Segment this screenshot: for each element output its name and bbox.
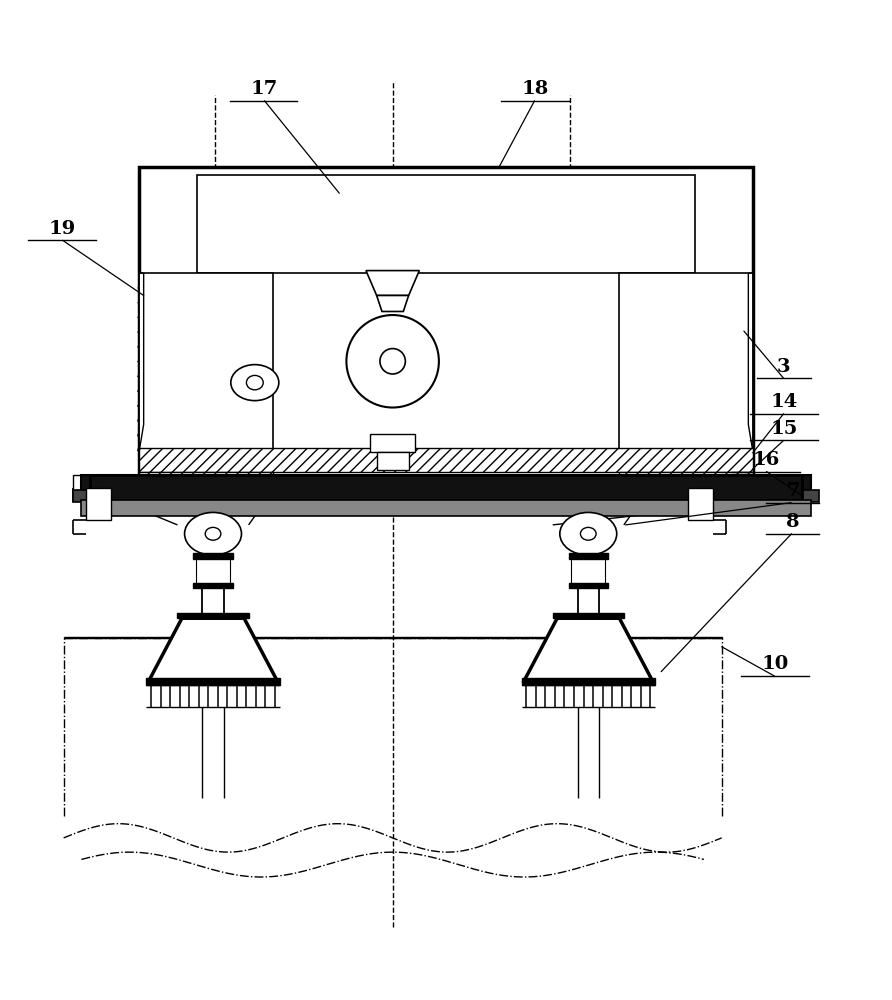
Bar [637, 488, 668, 500]
Text: 15: 15 [770, 420, 797, 438]
Ellipse shape [380, 349, 405, 374]
Bar [379, 500, 406, 512]
Ellipse shape [185, 512, 242, 555]
Bar [572, 555, 605, 584]
Bar [157, 488, 188, 500]
Ellipse shape [205, 527, 221, 540]
Bar [139, 273, 273, 451]
Ellipse shape [346, 315, 439, 408]
Bar [72, 490, 820, 502]
Text: 14: 14 [771, 393, 797, 411]
Polygon shape [748, 273, 753, 451]
Ellipse shape [246, 375, 263, 390]
Bar [146, 678, 280, 685]
Polygon shape [149, 618, 277, 681]
Bar [81, 475, 811, 491]
Ellipse shape [581, 527, 596, 540]
Bar [81, 500, 811, 516]
Bar [197, 175, 695, 273]
Bar [178, 613, 249, 618]
Bar [373, 488, 412, 500]
Text: 10: 10 [762, 655, 789, 673]
Polygon shape [376, 295, 409, 311]
Text: 18: 18 [521, 80, 549, 98]
Bar [619, 273, 753, 451]
Text: 17: 17 [250, 80, 277, 98]
Text: 16: 16 [753, 451, 780, 469]
Bar [86, 488, 111, 520]
Bar [139, 167, 753, 478]
Bar [569, 583, 607, 588]
Bar [139, 472, 273, 488]
Ellipse shape [560, 512, 616, 555]
Bar [139, 448, 753, 472]
Polygon shape [139, 273, 144, 451]
Text: 19: 19 [48, 220, 76, 238]
Ellipse shape [231, 365, 279, 401]
Bar [161, 500, 184, 512]
Text: 3: 3 [777, 358, 790, 376]
Bar [194, 583, 233, 588]
Text: 8: 8 [786, 513, 799, 531]
Bar [688, 488, 713, 520]
Bar [90, 475, 802, 500]
Bar [370, 434, 415, 452]
Bar [194, 553, 233, 559]
Bar [619, 472, 753, 488]
Polygon shape [366, 271, 419, 295]
Bar [522, 678, 655, 685]
Polygon shape [524, 618, 652, 681]
Bar [376, 452, 409, 470]
Bar [553, 613, 624, 618]
Text: 7: 7 [786, 482, 799, 500]
Bar [569, 553, 607, 559]
Bar [72, 475, 95, 500]
Bar [196, 555, 230, 584]
